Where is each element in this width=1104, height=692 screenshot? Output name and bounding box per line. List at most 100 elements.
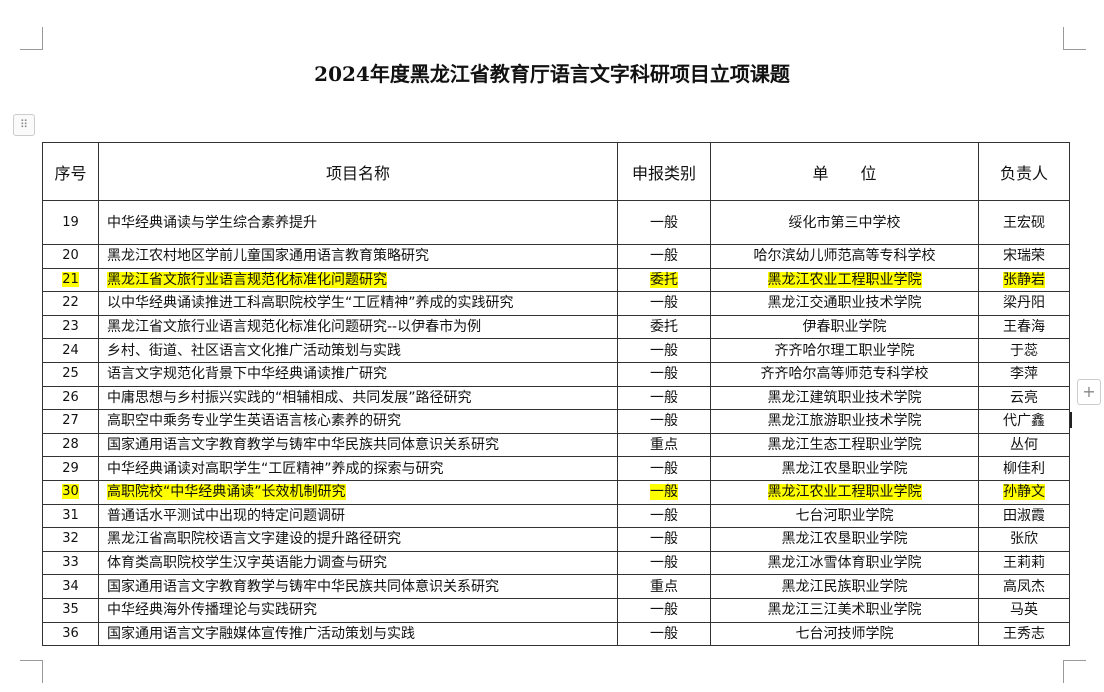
project-name-cell: 中华经典海外传播理论与实践研究 bbox=[98, 597, 618, 623]
table-move-handle-icon[interactable]: ⠿ bbox=[13, 114, 35, 136]
project-type-cell: 委托 bbox=[617, 314, 711, 340]
row-number-cell: 24 bbox=[42, 338, 99, 363]
project-type-cell: 一般 bbox=[617, 597, 711, 623]
row-number-cell: 21 bbox=[42, 267, 99, 293]
project-name-cell: 中庸思想与乡村振兴实践的“相辅相成、共同发展”路径研究 bbox=[98, 385, 618, 411]
project-name-cell: 体育类高职院校学生汉字英语能力调查与研究 bbox=[98, 550, 618, 576]
leader-name: 田淑霞 bbox=[1003, 507, 1045, 524]
table-row: 26 中庸思想与乡村振兴实践的“相辅相成、共同发展”路径研究 一般 黑龙江建筑职业技术… bbox=[42, 385, 1070, 411]
leader-name-cell: 梁丹阳 bbox=[978, 291, 1070, 316]
project-name: 国家通用语言文字教育教学与铸牢中华民族共同体意识关系研究 bbox=[107, 437, 499, 454]
leader-name: 王宏砚 bbox=[1003, 214, 1045, 231]
row-number: 23 bbox=[62, 319, 79, 335]
project-name: 黑龙江农村地区学前儿童国家通用语言教育策略研究 bbox=[107, 248, 429, 265]
leader-name-cell: 宋瑞荣 bbox=[978, 244, 1070, 269]
table-header-row: 序号 项目名称 申报类别 单 位 负责人 bbox=[42, 142, 1070, 201]
table-row: 19 中华经典诵读与学生综合素养提升 一般 绥化市第三中学校 王宏砚 bbox=[42, 200, 1070, 245]
leader-name-cell: 王宏砚 bbox=[978, 200, 1070, 245]
table-row: 23 黑龙江省文旅行业语言规范化标准化问题研究--以伊春市为例 委托 伊春职业学院 王春… bbox=[42, 314, 1070, 340]
project-name-cell: 黑龙江农村地区学前儿童国家通用语言教育策略研究 bbox=[98, 244, 618, 269]
row-number-cell: 30 bbox=[42, 479, 99, 505]
row-number-cell: 20 bbox=[42, 244, 99, 269]
header-leader: 负责人 bbox=[978, 142, 1070, 201]
table-row: 32 黑龙江省高职院校语言文字建设的提升路径研究 一般 黑龙江农垦职业学院 张欣 bbox=[42, 527, 1070, 552]
row-number-cell: 26 bbox=[42, 385, 99, 411]
table-row: 21 黑龙江省文旅行业语言规范化标准化问题研究 委托 黑龙江农业工程职业学院 张静岩 bbox=[42, 267, 1070, 293]
table-row: 25 语言文字规范化背景下中华经典诵读推广研究 一般 齐齐哈尔高等师范专科学校 李萍 bbox=[42, 361, 1070, 387]
project-name-cell: 国家通用语言文字教育教学与铸牢中华民族共同体意识关系研究 bbox=[98, 432, 618, 458]
unit-name-cell: 黑龙江农业工程职业学院 bbox=[710, 479, 979, 505]
unit-name: 黑龙江农业工程职业学院 bbox=[767, 484, 922, 501]
unit-name-cell: 黑龙江冰雪体育职业学院 bbox=[710, 550, 979, 576]
table-row: 24 乡村、街道、社区语言文化推广活动策划与实践 一般 齐齐哈尔理工职业学院 于蕊 bbox=[42, 338, 1070, 363]
project-name: 中华经典诵读对高职学生“工匠精神”养成的探索与研究 bbox=[107, 460, 444, 477]
row-number: 22 bbox=[62, 295, 79, 311]
leader-name: 代广鑫 bbox=[1003, 413, 1045, 430]
row-number: 20 bbox=[62, 248, 79, 264]
unit-name: 黑龙江冰雪体育职业学院 bbox=[767, 555, 922, 572]
project-name: 普通话水平测试中出现的特定问题调研 bbox=[107, 507, 345, 524]
project-name: 中华经典海外传播理论与实践研究 bbox=[107, 602, 317, 619]
unit-name: 黑龙江民族职业学院 bbox=[781, 578, 908, 595]
project-type: 重点 bbox=[650, 578, 678, 595]
project-type: 一般 bbox=[650, 602, 678, 619]
leader-name: 云亮 bbox=[1010, 389, 1038, 406]
row-number-cell: 27 bbox=[42, 409, 99, 434]
project-type: 一般 bbox=[650, 555, 678, 572]
row-number-cell: 32 bbox=[42, 527, 99, 552]
leader-name: 王春海 bbox=[1003, 319, 1045, 336]
project-name-cell: 乡村、街道、社区语言文化推广活动策划与实践 bbox=[98, 338, 618, 363]
project-type-cell: 一般 bbox=[617, 200, 711, 245]
project-type: 委托 bbox=[650, 271, 678, 288]
project-name-cell: 黑龙江省文旅行业语言规范化标准化问题研究--以伊春市为例 bbox=[98, 314, 618, 340]
unit-name-cell: 黑龙江农垦职业学院 bbox=[710, 527, 979, 552]
project-type: 一般 bbox=[650, 625, 678, 642]
table-row: 34 国家通用语言文字教育教学与铸牢中华民族共同体意识关系研究 重点 黑龙江民族职业学… bbox=[42, 574, 1070, 599]
leader-name-cell: 丛何 bbox=[978, 432, 1070, 458]
project-name: 国家通用语言文字融媒体宣传推广活动策划与实践 bbox=[107, 625, 415, 642]
leader-name: 张静岩 bbox=[1003, 271, 1045, 288]
unit-name: 绥化市第三中学校 bbox=[788, 214, 901, 231]
project-type-cell: 一般 bbox=[617, 409, 711, 434]
leader-name: 丛何 bbox=[1010, 437, 1038, 454]
project-type: 一般 bbox=[650, 389, 678, 406]
leader-name: 王秀志 bbox=[1003, 625, 1045, 642]
project-type: 一般 bbox=[650, 507, 678, 524]
table-row: 33 体育类高职院校学生汉字英语能力调查与研究 一般 黑龙江冰雪体育职业学院 王莉莉 bbox=[42, 550, 1070, 576]
unit-name-cell: 黑龙江三江美术职业学院 bbox=[710, 597, 979, 623]
add-column-button[interactable]: + bbox=[1077, 379, 1101, 405]
project-type-cell: 一般 bbox=[617, 385, 711, 411]
project-name: 乡村、街道、社区语言文化推广活动策划与实践 bbox=[107, 342, 401, 359]
row-number: 34 bbox=[62, 578, 79, 594]
leader-name-cell: 云亮 bbox=[978, 385, 1070, 411]
page-corner-mark bbox=[20, 660, 43, 683]
unit-name: 七台河技师学院 bbox=[795, 625, 894, 642]
row-number-cell: 19 bbox=[42, 200, 99, 245]
project-type: 一般 bbox=[650, 295, 678, 312]
project-table: 序号 项目名称 申报类别 单 位 负责人 19 中华经典诵读与学生综合素养提升 一般… bbox=[42, 142, 1070, 647]
leader-name-cell: 王春海 bbox=[978, 314, 1070, 340]
unit-name-cell: 哈尔滨幼儿师范高等专科学校 bbox=[710, 244, 979, 269]
leader-name-cell: 张静岩 bbox=[978, 267, 1070, 293]
unit-name: 哈尔滨幼儿师范高等专科学校 bbox=[753, 248, 936, 265]
project-type: 委托 bbox=[650, 319, 678, 336]
unit-name: 黑龙江建筑职业技术学院 bbox=[767, 389, 922, 406]
row-number: 36 bbox=[62, 625, 79, 641]
header-project-name: 项目名称 bbox=[98, 142, 618, 201]
row-number-cell: 33 bbox=[42, 550, 99, 576]
row-number: 27 bbox=[62, 413, 79, 429]
project-name-cell: 高职空中乘务专业学生英语语言核心素养的研究 bbox=[98, 409, 618, 434]
row-number-cell: 28 bbox=[42, 432, 99, 458]
leader-name-cell: 柳佳利 bbox=[978, 456, 1070, 481]
unit-name: 黑龙江交通职业技术学院 bbox=[767, 295, 922, 312]
project-type-cell: 一般 bbox=[617, 527, 711, 552]
project-name-cell: 黑龙江省高职院校语言文字建设的提升路径研究 bbox=[98, 527, 618, 552]
project-name-cell: 黑龙江省文旅行业语言规范化标准化问题研究 bbox=[98, 267, 618, 293]
project-name: 中庸思想与乡村振兴实践的“相辅相成、共同发展”路径研究 bbox=[107, 389, 472, 406]
leader-name: 马英 bbox=[1010, 602, 1038, 619]
project-type-cell: 一般 bbox=[617, 338, 711, 363]
project-name-cell: 国家通用语言文字教育教学与铸牢中华民族共同体意识关系研究 bbox=[98, 574, 618, 599]
row-number: 21 bbox=[62, 271, 79, 287]
row-number-cell: 22 bbox=[42, 291, 99, 316]
project-name: 以中华经典诵读推进工科高职院校学生“工匠精神”养成的实践研究 bbox=[107, 295, 514, 312]
